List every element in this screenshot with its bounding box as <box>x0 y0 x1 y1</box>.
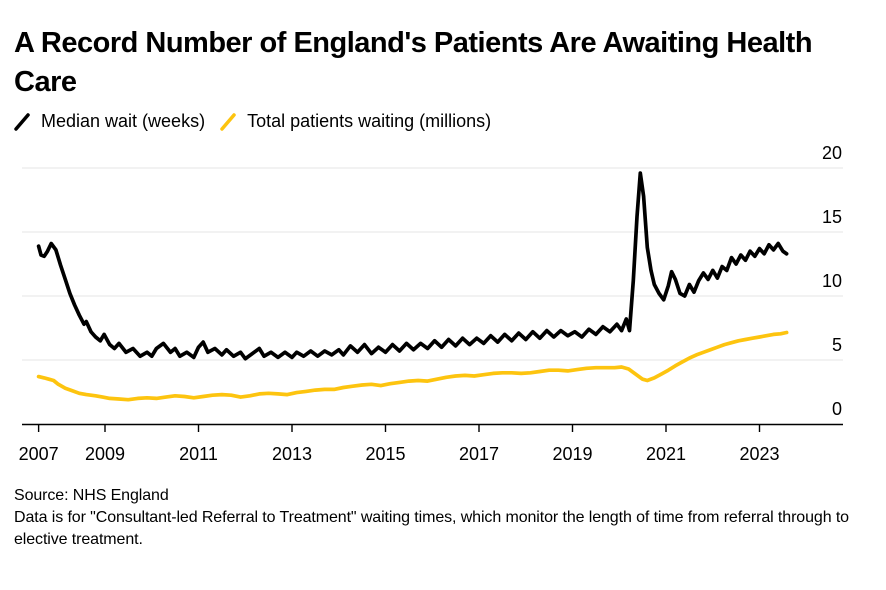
x-tick-label-2015: 2015 <box>365 444 405 464</box>
y-tick-label-15: 15 <box>822 207 842 227</box>
y-tick-label-5: 5 <box>832 335 842 355</box>
page-title: A Record Number of England's Patients Ar… <box>14 27 813 99</box>
x-tick-label-2021: 2021 <box>646 444 686 464</box>
x-tick-label-2023: 2023 <box>739 444 779 464</box>
y-tick-label-10: 10 <box>822 271 842 291</box>
legend-item-median-wait: Median wait (weeks) <box>13 111 205 132</box>
legend-marker-line <box>220 112 236 131</box>
legend-label-median-wait: Median wait (weeks) <box>41 111 206 131</box>
y-tick-label-20: 20 <box>822 143 842 163</box>
chart-svg: 0 5 10 15 20 2007 2009 2011 2013 2015 2017 2019 202… <box>19 143 843 464</box>
gridlines-group <box>22 167 843 361</box>
y-axis-labels-group: 0 5 10 15 20 <box>822 143 842 419</box>
chart-area: 0 5 10 15 20 2007 2009 2011 2013 2015 2017 2019 202… <box>19 143 843 464</box>
note-text: Data is for "Consultant-led Referral to … <box>14 509 849 548</box>
x-tick-label-2007: 2007 <box>19 444 59 464</box>
x-tick-label-2011: 2011 <box>179 444 218 464</box>
series-line-total-patients-waiting-millions <box>36 330 789 402</box>
x-tick-label-2009: 2009 <box>85 444 125 464</box>
source-text: Source: NHS England <box>14 487 169 504</box>
y-tick-label-0: 0 <box>832 399 842 419</box>
chart-footer: Source: NHS England Data is for "Consult… <box>14 485 862 551</box>
x-tick-label-2019: 2019 <box>552 444 592 464</box>
legend-label-total-patients: Total patients waiting (millions) <box>247 111 492 131</box>
series-line-median-wait-weeks <box>36 171 789 361</box>
legend-marker-line <box>14 112 30 131</box>
x-tick-label-2013: 2013 <box>272 444 312 464</box>
legend-item-total-patients: Total patients waiting (millions) <box>219 111 491 132</box>
total-patients-line-icon <box>220 112 236 131</box>
x-axis-group: 2007 2009 2011 2013 2015 2017 2019 2021 2023 <box>19 423 843 464</box>
x-tick-label-2017: 2017 <box>459 444 499 464</box>
series-group <box>36 171 789 402</box>
median-wait-line-icon <box>14 112 30 131</box>
chart-legend: Median wait (weeks) Total patients waiti… <box>13 111 491 132</box>
